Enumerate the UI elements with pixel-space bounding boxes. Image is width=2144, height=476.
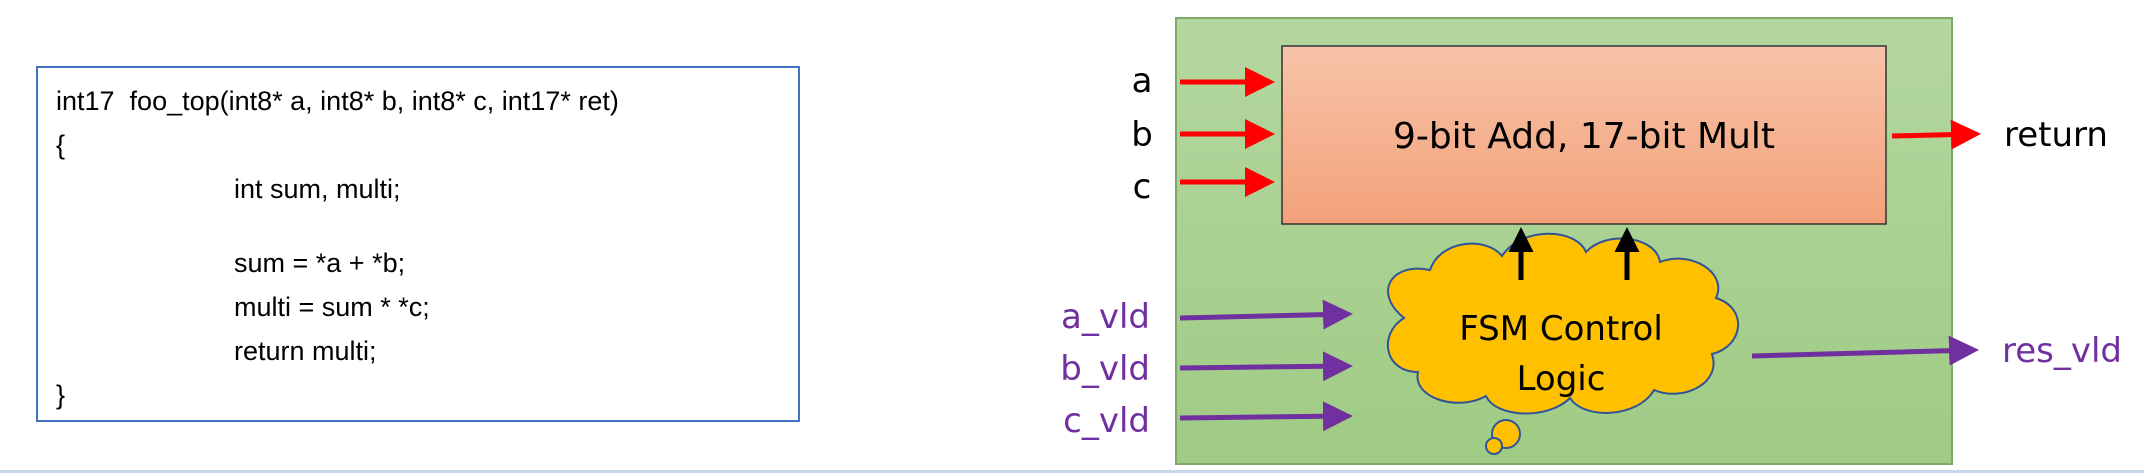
valid-arrow-res (1751, 335, 1979, 366)
valid-label-b: b_vld (1060, 349, 1150, 389)
code-line-sum: sum = *a + *b; (234, 248, 406, 278)
code-line-open-brace: { (56, 130, 66, 160)
code-line-return: return multi; (234, 336, 377, 366)
fsm-label-line2: Logic (1517, 359, 1606, 399)
valid-arrow-a (1179, 299, 1353, 330)
code-listing: int17 foo_top(int8* a, int8* b, int8* c,… (36, 66, 800, 422)
fsm-label-line1: FSM Control (1459, 309, 1663, 349)
input-label-b: b (1131, 115, 1153, 155)
valid-label-res: res_vld (2002, 331, 2122, 371)
valid-arrow-c (1179, 401, 1353, 432)
valid-arrow-b (1179, 351, 1353, 382)
input-label-c: c (1133, 167, 1152, 207)
code-line-close-brace: } (56, 380, 66, 410)
output-arrow-return (1891, 119, 1981, 150)
code-line-declaration: int sum, multi; (234, 174, 401, 204)
output-label-return: return (2004, 115, 2108, 155)
datapath-label: 9-bit Add, 17-bit Mult (1393, 116, 1775, 157)
bottom-divider (0, 470, 2144, 473)
input-label-a: a (1132, 61, 1153, 101)
fsm-control-cloud (1387, 232, 1740, 455)
valid-label-c: c_vld (1063, 401, 1150, 441)
code-line-multi: multi = sum * *c; (234, 292, 430, 322)
valid-label-a: a_vld (1061, 297, 1150, 337)
code-line-signature: int17 foo_top(int8* a, int8* b, int8* c,… (56, 86, 619, 116)
datapath-block (1281, 45, 1887, 225)
